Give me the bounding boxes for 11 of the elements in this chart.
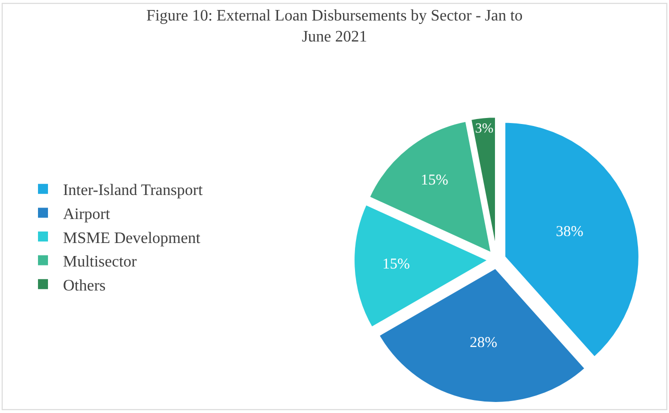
legend-label: Inter-Island Transport — [62, 182, 204, 200]
data-label: 38% — [556, 224, 584, 240]
legend-label: MSME Development — [62, 230, 201, 247]
legend-label: Others — [62, 277, 106, 294]
data-label: 3% — [475, 120, 494, 136]
legend-label: Multisector — [62, 254, 138, 271]
chart-title: Figure 10: External Loan Disbursements by Sector - Jan to June 2021 — [146, 8, 523, 46]
data-label: 15% — [382, 256, 410, 273]
data-label: 28% — [470, 334, 498, 351]
data-label: 15% — [420, 172, 448, 189]
legend-label: Airport — [62, 206, 111, 223]
